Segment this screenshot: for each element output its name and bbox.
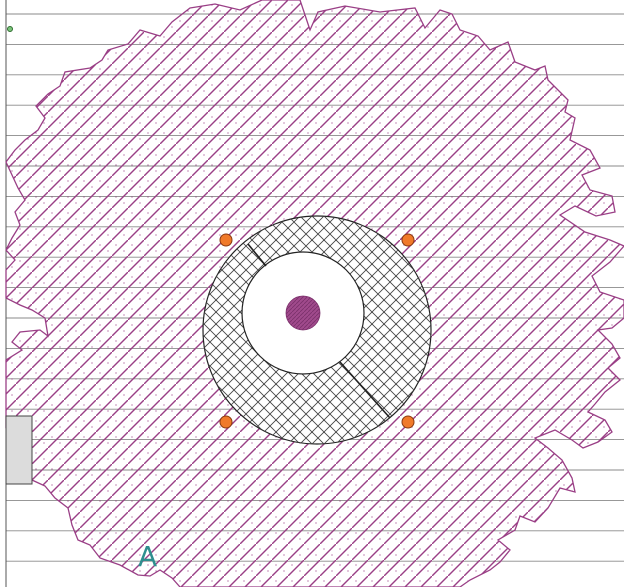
spoke-upper bbox=[247, 243, 267, 267]
label-a: A bbox=[138, 540, 157, 573]
side-panel bbox=[5, 415, 33, 485]
spoke-lower bbox=[339, 361, 391, 419]
bolt-top-right bbox=[401, 233, 415, 247]
center-hub bbox=[285, 295, 321, 331]
bolt-bottom-right bbox=[401, 415, 415, 429]
green-marker bbox=[7, 26, 13, 32]
bolt-top-left bbox=[219, 233, 233, 247]
bolt-bottom-left bbox=[219, 415, 233, 429]
